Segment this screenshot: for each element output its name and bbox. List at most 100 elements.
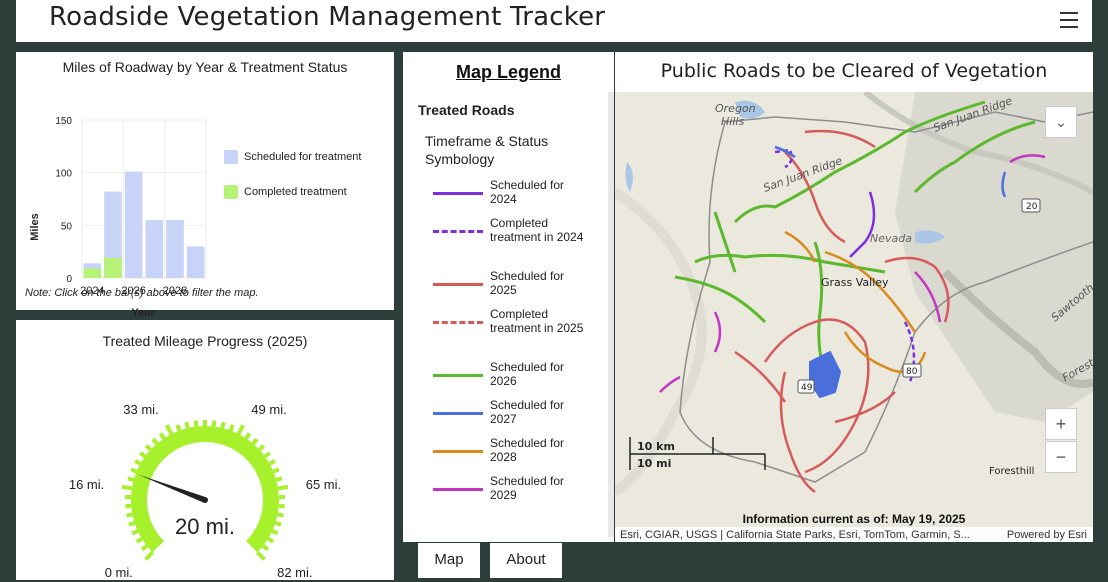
tab-about[interactable]: About xyxy=(490,543,562,578)
tab-map-label: Map xyxy=(434,551,464,568)
chart-xlabel: Year xyxy=(131,307,155,319)
gauge-value: 20 mi. xyxy=(175,514,235,539)
zoom-out-button[interactable]: − xyxy=(1045,441,1077,473)
gauge-tick xyxy=(144,550,155,561)
gauge-tick xyxy=(277,484,289,491)
gauge-tick xyxy=(211,420,217,427)
tab-map[interactable]: Map xyxy=(418,543,480,581)
gauge-tick xyxy=(236,424,245,435)
mileage-chart-panel: Miles of Roadway by Year & Treatment Sta… xyxy=(16,52,394,319)
legend-line-swatch xyxy=(433,321,483,324)
gauge-tick xyxy=(251,437,259,446)
zoom-in-button[interactable]: + xyxy=(1045,408,1077,440)
legend-item-label: Scheduled for 2024 xyxy=(490,178,565,206)
legend-section: Treated Roads xyxy=(418,102,515,118)
legend-item-label: Scheduled for 2027 xyxy=(490,398,565,426)
gauge-tick xyxy=(175,424,182,432)
gauge-tick xyxy=(274,520,282,527)
x-tick-label: 2024 xyxy=(80,285,104,297)
legend-completed-label: Completed treatment xyxy=(244,186,347,198)
legend-item-label: Scheduled for 2026 xyxy=(490,360,565,388)
tab-about-label: About xyxy=(506,551,546,568)
legend-scheduled-swatch xyxy=(224,150,238,164)
gauge-tick xyxy=(257,444,266,452)
info-current: Information current as of: May 19, 2025 xyxy=(742,512,966,526)
bar-scheduled[interactable] xyxy=(124,171,143,278)
gauge-tick-label: 33 mi. xyxy=(123,402,158,417)
gauge-tick xyxy=(272,467,280,474)
progress-gauge-panel: Treated Mileage Progress (2025) 0 mi. 16 … xyxy=(16,320,394,580)
gauge-tick xyxy=(131,529,139,536)
legend-subsection: Timeframe & Status Symbology xyxy=(425,133,549,167)
place-label: Nevada xyxy=(870,232,912,245)
gauge-tick xyxy=(158,432,166,440)
legend-item-label: Completed treatment in 2024 xyxy=(490,216,584,244)
bar-completed[interactable] xyxy=(104,257,122,278)
legend-line-swatch xyxy=(433,374,483,377)
app-header: Roadside Vegetation Management Tracker xyxy=(16,0,1092,42)
gauge-tick-label: 82 mi. xyxy=(277,565,312,580)
place-label: Oregon xyxy=(715,102,756,115)
scale-km: 10 km xyxy=(637,440,675,453)
gauge-tick xyxy=(220,421,226,429)
highway-shield: 20 xyxy=(1026,202,1038,212)
x-tick-label: 2028 xyxy=(163,285,187,297)
map-view[interactable]: Oregon Hills San Juan Ridge San Juan Rid… xyxy=(615,92,1093,542)
powered-by-esri[interactable]: Powered by Esri xyxy=(1006,529,1087,541)
legend-scheduled-label: Scheduled for treatment xyxy=(244,151,362,163)
chart-note: Note: Click on the bar(s) above to filte… xyxy=(25,287,259,299)
gauge-tick xyxy=(140,544,149,552)
legend-title: Map Legend xyxy=(455,62,561,82)
highway-shield: 80 xyxy=(906,367,918,377)
bar-scheduled[interactable] xyxy=(166,220,184,278)
highway-shield: 49 xyxy=(801,383,813,393)
gauge-tick xyxy=(139,451,147,459)
gauge-tick xyxy=(184,421,190,429)
attribution-text: Esri, CGIAR, USGS | California State Par… xyxy=(620,529,970,541)
gauge-tick xyxy=(228,424,235,432)
gauge-tick-label: 16 mi. xyxy=(69,477,104,492)
legend-line-swatch xyxy=(433,412,483,415)
gauge-tick xyxy=(267,536,275,544)
scale-bar: 10 km 10 mi xyxy=(629,437,766,470)
legend-item-label: Scheduled for 2029 xyxy=(490,474,565,502)
place-label: Hills xyxy=(721,115,744,128)
legend-scrollbar[interactable] xyxy=(608,92,614,537)
gauge-tick xyxy=(193,420,199,427)
mileage-gauge: 0 mi. 16 mi. 33 mi. 49 mi. 65 mi. 82 mi. 20 mi… xyxy=(69,402,341,580)
y-tick-label: 0 xyxy=(66,274,72,285)
gauge-tick xyxy=(121,484,133,491)
gauge-arc xyxy=(131,426,279,553)
y-tick-label: 50 xyxy=(61,221,73,232)
gauge-tick-label: 0 mi. xyxy=(105,565,133,580)
y-tick-label: 150 xyxy=(55,116,72,127)
bar-scheduled[interactable] xyxy=(145,220,164,278)
bar-scheduled[interactable] xyxy=(186,246,205,278)
gauge-title: Treated Mileage Progress (2025) xyxy=(102,333,308,349)
place-label: Foresthill xyxy=(989,466,1034,477)
gauge-tick xyxy=(135,536,143,544)
gauge-tick xyxy=(127,476,135,482)
legend-item-label: Completed treatment in 2025 xyxy=(490,307,584,335)
gauge-tick xyxy=(275,476,283,482)
y-tick-label: 100 xyxy=(55,169,72,180)
gauge-tick xyxy=(255,550,266,561)
bar-scheduled[interactable] xyxy=(104,191,122,278)
gauge-tick xyxy=(271,529,279,536)
bar-chart[interactable]: Miles Year 0 50 100 150 2024 2026 2028 xyxy=(16,102,394,322)
gauge-tick xyxy=(151,437,159,446)
menu-icon[interactable] xyxy=(1060,12,1078,28)
map-panel: Public Roads to be Cleared of Vegetation xyxy=(615,52,1093,542)
gauge-tick xyxy=(134,459,142,466)
bar-completed[interactable] xyxy=(83,268,102,278)
x-tick-label: 2026 xyxy=(121,285,145,297)
gauge-tick xyxy=(268,459,276,466)
collapse-icon[interactable]: ⌄ xyxy=(1045,106,1077,138)
gauge-tick xyxy=(263,451,271,459)
legend-line-swatch xyxy=(433,283,483,286)
chart-title: Miles of Roadway by Year & Treatment Sta… xyxy=(62,59,348,75)
gauge-tick xyxy=(144,444,153,452)
gauge-tick xyxy=(128,520,136,527)
map-canvas[interactable]: Oregon Hills San Juan Ridge San Juan Rid… xyxy=(615,92,1093,542)
legend-line-swatch xyxy=(433,450,483,453)
